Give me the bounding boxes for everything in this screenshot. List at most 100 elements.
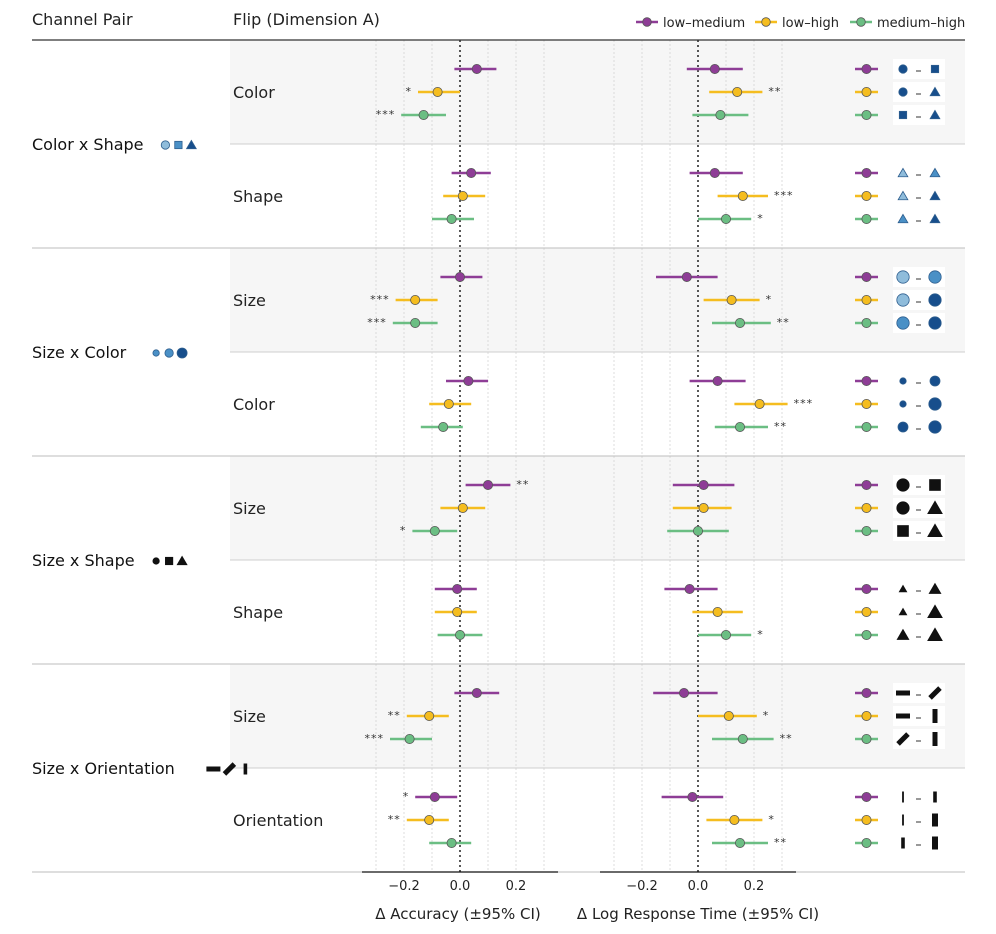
acc-significance: *** xyxy=(365,732,385,745)
acc-point xyxy=(410,317,421,328)
accuracy-axis-title: Δ Accuracy (±95% CI) xyxy=(375,905,541,923)
acc-significance: * xyxy=(400,524,407,537)
rt-significance: *** xyxy=(794,397,814,410)
rt-significance: *** xyxy=(774,189,794,202)
acc-point xyxy=(429,526,440,537)
rt-significance: * xyxy=(763,709,770,722)
rt-point xyxy=(754,398,765,409)
rt-point xyxy=(684,584,695,595)
xs-triangle-black-glyph xyxy=(898,607,908,616)
xs-triangle-black-glyph xyxy=(898,584,908,593)
stimulus-glyphs xyxy=(855,59,945,853)
sm-circle-dark-glyph xyxy=(898,87,908,97)
xs-circle-dark-glyph xyxy=(899,377,907,385)
legend-marker xyxy=(642,17,652,27)
sm-triangle-mid-glyph xyxy=(929,167,941,178)
rt-point xyxy=(737,190,748,201)
acc-point xyxy=(457,502,468,513)
series-key-point xyxy=(861,167,872,178)
series-key-point xyxy=(861,502,872,513)
rt-tick-label: 0.2 xyxy=(744,879,765,894)
rt-point xyxy=(735,838,746,849)
channel-pair-label: Size x Orientation xyxy=(32,759,175,778)
acc-significance: *** xyxy=(370,293,390,306)
thin-vertical-glyph xyxy=(902,814,904,826)
bar-diagonal-glyph xyxy=(896,732,910,746)
rt-significance: ** xyxy=(780,732,793,745)
sm-square-dark-glyph xyxy=(898,110,908,120)
sm-circle-mid-glyph xyxy=(164,348,174,358)
acc-point xyxy=(452,607,463,618)
channel-pair-label: Size x Color xyxy=(32,343,127,362)
stimulus-box xyxy=(893,59,945,79)
bar-vertical-glyph xyxy=(932,709,938,723)
flip-label: Shape xyxy=(233,603,283,622)
channel-pair-label: Color x Shape xyxy=(32,135,144,154)
rt-point xyxy=(693,526,704,537)
series-key-point xyxy=(861,294,872,305)
acc-point xyxy=(454,630,465,641)
thick-vertical-glyph xyxy=(933,791,937,803)
acc-significance: *** xyxy=(376,108,396,121)
xs-circle-mid-glyph xyxy=(152,349,160,357)
series-key-point xyxy=(861,526,872,537)
rt-point xyxy=(681,271,692,282)
rt-point xyxy=(709,64,720,75)
stimulus-box xyxy=(893,82,945,102)
lg-square-black-glyph xyxy=(897,525,909,537)
sm-triangle-mid-glyph xyxy=(897,213,909,224)
bar-diagonal-glyph xyxy=(222,762,237,776)
acc-significance: ** xyxy=(388,709,401,722)
rt-point xyxy=(721,213,732,224)
rt-point xyxy=(698,502,709,513)
lg-circle-mid-glyph xyxy=(896,316,910,330)
legend-marker xyxy=(761,17,771,27)
xthick-vertical-glyph xyxy=(932,836,938,850)
dividers xyxy=(32,39,965,873)
rt-axis-title: Δ Log Response Time (±95% CI) xyxy=(577,905,819,923)
sm-square-dark-glyph xyxy=(930,64,940,74)
header-channel-pair: Channel Pair xyxy=(32,10,133,29)
rt-tick-label: −0.2 xyxy=(626,879,658,894)
acc-point xyxy=(404,734,415,745)
acc-point xyxy=(424,815,435,826)
panel-background xyxy=(230,456,965,560)
sm-triangle-light-glyph xyxy=(897,167,909,178)
rt-point xyxy=(712,607,723,618)
rt-point xyxy=(732,87,743,98)
accuracy-tick-label: 0.2 xyxy=(506,879,527,894)
sm-triangle-dark-glyph xyxy=(929,109,941,120)
series-key-point xyxy=(861,479,872,490)
rt-significance: ** xyxy=(774,836,787,849)
stimulus-box xyxy=(893,105,945,125)
rt-point xyxy=(709,167,720,178)
series-key-point xyxy=(861,271,872,282)
rt-significance: * xyxy=(766,293,773,306)
lg-triangle-black-glyph xyxy=(927,500,943,514)
series-key-point xyxy=(861,110,872,121)
sm-triangle-dark-glyph xyxy=(185,139,197,150)
series-key-point xyxy=(861,630,872,641)
rt-significance: * xyxy=(768,813,775,826)
flip-label: Size xyxy=(233,291,266,310)
series-key-point xyxy=(861,815,872,826)
flip-label: Color xyxy=(233,395,275,414)
panel-backgrounds xyxy=(230,40,965,768)
panel-background xyxy=(230,248,965,352)
thin-vertical-glyph xyxy=(902,791,904,803)
sm-triangle-dark-glyph xyxy=(929,213,941,224)
lg-square-black-glyph xyxy=(929,479,941,491)
row-labels: Color x Shape Color Shape Size x Color Size C… xyxy=(32,83,323,830)
stimulus-box xyxy=(893,706,945,726)
acc-point xyxy=(410,294,421,305)
acc-point xyxy=(471,688,482,699)
thick-vertical-glyph xyxy=(901,837,905,849)
thick-vertical-glyph xyxy=(243,763,248,775)
acc-point xyxy=(432,87,443,98)
legend-label: low–high xyxy=(782,16,839,31)
accuracy-tick-label: 0.0 xyxy=(450,879,471,894)
acc-point xyxy=(438,421,449,432)
lg-triangle-black-glyph xyxy=(927,627,943,641)
stimulus-box xyxy=(893,209,945,229)
